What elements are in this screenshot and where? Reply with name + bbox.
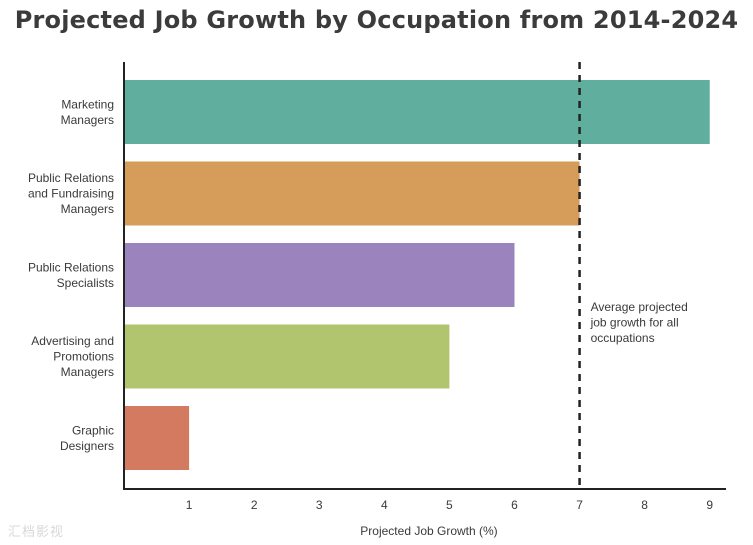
bar bbox=[125, 406, 190, 470]
x-tick-label: 2 bbox=[251, 498, 258, 512]
chart-title: Projected Job Growth by Occupation from … bbox=[14, 6, 739, 34]
x-axis-label: Projected Job Growth (%) bbox=[360, 524, 497, 538]
category-label: Marketing Managers bbox=[61, 97, 114, 127]
x-tick-label: 7 bbox=[576, 498, 583, 512]
x-tick-label: 4 bbox=[381, 498, 388, 512]
x-tick-label: 6 bbox=[511, 498, 518, 512]
bar bbox=[125, 80, 710, 144]
bar bbox=[125, 161, 580, 226]
x-tick-label: 8 bbox=[641, 498, 648, 512]
bar bbox=[125, 324, 450, 389]
category-label: Graphic Designers bbox=[60, 423, 114, 453]
x-tick-label: 3 bbox=[316, 498, 323, 512]
x-tick-label: 5 bbox=[446, 498, 453, 512]
reference-line-group: Average projected job growth for all occup… bbox=[578, 62, 688, 489]
bar bbox=[125, 243, 515, 307]
category-label: Advertising and Promotions Managers bbox=[31, 334, 114, 379]
category-labels-group: Marketing Managers Public Relations and Fun… bbox=[28, 97, 114, 453]
watermark-text: 汇档影视 bbox=[8, 525, 65, 540]
x-ticks-group: 1 2 3 4 5 6 7 8 9 bbox=[186, 498, 714, 512]
bars-group bbox=[125, 80, 710, 470]
category-label: Public Relations Specialists bbox=[28, 260, 114, 290]
category-label: Public Relations and Fundraising Managers bbox=[28, 171, 114, 216]
x-tick-label: 1 bbox=[186, 498, 193, 512]
x-tick-label: 9 bbox=[706, 498, 713, 512]
reference-annotation: Average projected job growth for all occup… bbox=[590, 300, 688, 345]
